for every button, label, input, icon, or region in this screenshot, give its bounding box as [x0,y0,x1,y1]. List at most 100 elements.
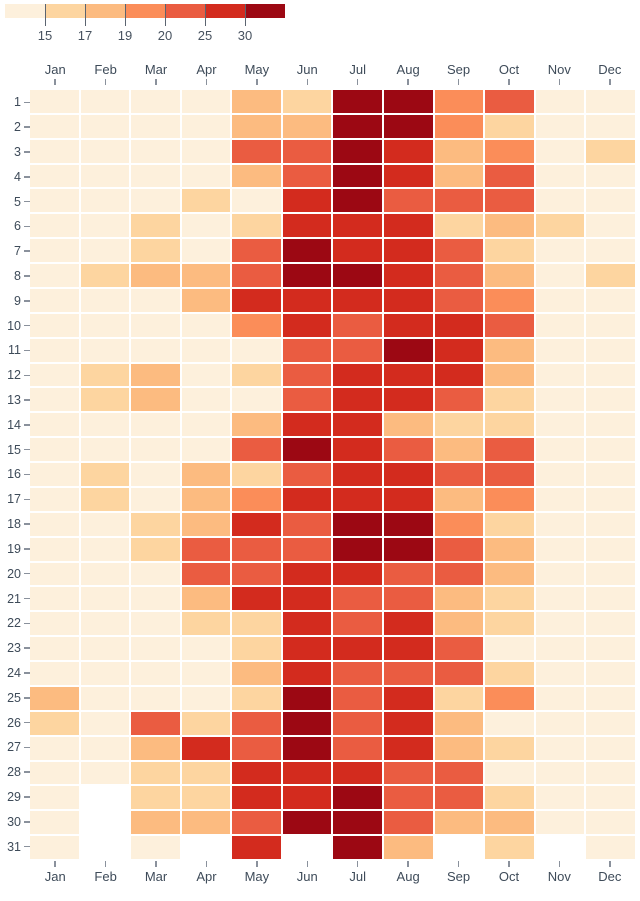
day-tick-icon [24,101,30,104]
day-axis: 1 2 3 4 5 6 7 8 9 10 11 12 13 14 15 16 17 18 19 20 21 22 23 24 2… [0,90,30,859]
heatmap-cell [80,239,130,263]
heatmap-cell [384,811,433,835]
heatmap-cell [586,736,635,760]
month-label-top: Oct [498,62,520,77]
heatmap-cell [80,637,130,661]
heatmap-cell [232,686,281,710]
heatmap-cell [586,388,635,412]
heatmap-cell [232,313,281,337]
day-tick-icon [24,424,30,426]
legend-tick-label: 17 [77,28,93,43]
month-tick-icon [457,861,460,867]
day-label: 8 [14,269,21,284]
legend-tick [244,4,246,26]
month-tick-icon [457,79,460,85]
month-axis-item: Aug [383,861,433,888]
heatmap-cell [434,761,484,785]
heatmap-cell [181,562,231,586]
day-label: 11 [8,343,21,358]
heatmap-cell [282,388,332,412]
day-axis-item: 11 [0,338,30,363]
month-axis-item: Feb [80,861,130,888]
heatmap-cell [535,736,585,760]
day-axis-item: 14 [0,412,30,437]
heatmap-cell [434,463,484,486]
heatmap-cell [181,761,231,785]
month-label-bottom: Aug [396,869,420,884]
heatmap-cell [80,463,130,486]
heatmap-cell [30,313,79,337]
heatmap-cell [232,662,281,685]
heatmap-cell [232,612,281,636]
heatmap-cell [485,189,534,213]
heatmap-cell [485,537,534,561]
month-label-bottom: Dec [598,869,622,884]
month-axis-item: Jan [30,62,80,89]
day-axis-item: 6 [0,214,30,239]
day-label: 9 [14,293,21,308]
month-tick-icon [155,861,157,867]
heatmap-cell [181,288,231,312]
heatmap-cell [80,164,130,188]
day-axis-item: 1 [0,90,30,115]
heatmap-cell [535,463,585,486]
heatmap-cell [333,711,383,735]
heatmap-cell [586,363,635,387]
month-tick-icon [155,79,157,85]
heatmap-cell [434,288,484,312]
heatmap-cell [485,711,534,735]
heatmap-cell [282,413,332,437]
heatmap-cell [586,214,635,238]
day-tick-icon [24,250,30,252]
heatmap-cell [333,786,383,810]
heatmap-cell [434,264,484,287]
day-axis-item: 4 [0,164,30,189]
heatmap-cell [181,388,231,412]
month-tick-icon [558,861,561,867]
day-tick-icon [24,548,30,550]
month-label-bottom: Sep [446,869,471,884]
heatmap-cell [131,562,180,586]
day-label: 13 [7,393,21,408]
heatmap-cell [434,662,484,685]
month-tick-icon [54,79,56,85]
heatmap-cell [384,288,433,312]
month-axis-item: May [232,62,282,89]
month-tick-icon [407,861,409,867]
day-label: 15 [7,442,21,457]
day-axis-item: 31 [0,834,30,859]
heatmap-cell [232,811,281,835]
heatmap-cell [485,736,534,760]
heatmap-cell [535,786,585,810]
day-axis-item: 23 [0,636,30,661]
heatmap-cell [434,438,484,462]
heatmap-cell [232,438,281,462]
month-axis-item: Jun [282,62,332,89]
day-axis-item: 21 [0,586,30,611]
heatmap-cell [80,214,130,238]
heatmap-cell [333,413,383,437]
day-label: 19 [7,541,21,556]
heatmap-cell [232,164,281,188]
legend-tick [204,4,206,26]
heatmap-cell [535,164,585,188]
heatmap-cell [384,463,433,486]
heatmap-cell [181,463,231,486]
heatmap-cell [131,686,180,710]
day-axis-item: 2 [0,115,30,140]
legend-tick [44,4,46,26]
month-label-top: Jun [296,62,318,77]
heatmap-cell [131,114,180,138]
heatmap-cell [30,139,79,163]
heatmap-cell [586,562,635,586]
month-label-top: Jul [349,62,367,77]
month-label-top: Jan [44,62,66,77]
heatmap-cell [131,537,180,561]
heatmap-cell [30,512,79,536]
heatmap-cell [282,264,332,287]
month-tick-icon [306,861,309,867]
heatmap-cell [485,338,534,362]
heatmap-cell [333,562,383,586]
heatmap-cell [232,512,281,536]
